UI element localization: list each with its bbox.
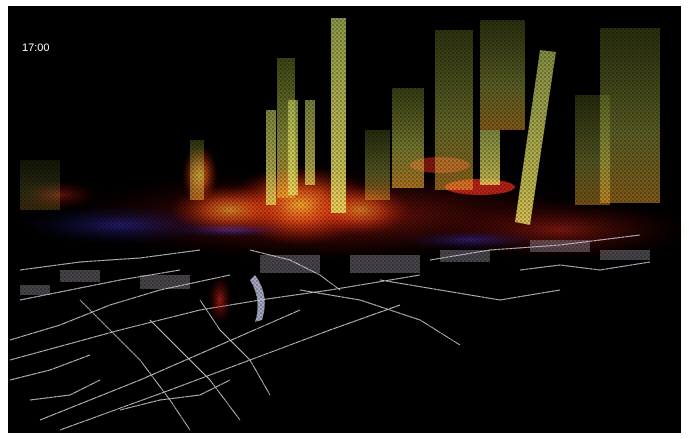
activity-columns: [8, 6, 681, 433]
timestamp: 17:00: [22, 42, 50, 54]
dither: [8, 6, 681, 433]
